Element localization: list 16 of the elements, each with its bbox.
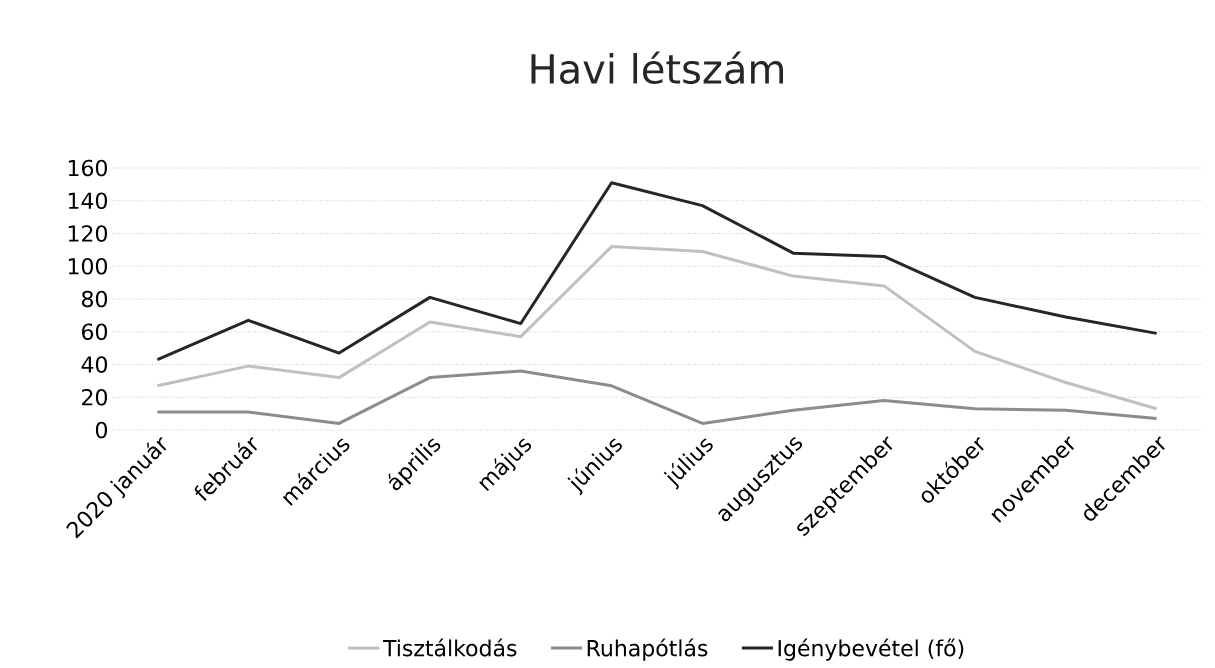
y-tick-label: 40 xyxy=(81,356,108,373)
line-series xyxy=(155,181,1159,362)
chart-title: Havi létszám xyxy=(531,51,783,84)
legend-label: Tisztálkodás xyxy=(382,638,517,657)
y-tick-label: 100 xyxy=(68,257,107,275)
y-tick-label: 160 xyxy=(68,159,107,177)
y-tick-label: 0 xyxy=(95,421,108,439)
legend-label: Ruhapótlás xyxy=(587,638,708,661)
y-tick-label: 20 xyxy=(82,388,108,406)
y-tick-label: 120 xyxy=(68,225,107,242)
y-tick-label: 60 xyxy=(82,323,108,341)
y-tick-label: 140 xyxy=(68,192,107,210)
line-series xyxy=(155,369,1159,425)
y-tick-label: 80 xyxy=(81,290,108,308)
line-series xyxy=(155,245,1159,411)
legend-label: Igénybevétel (fő) xyxy=(778,638,964,661)
